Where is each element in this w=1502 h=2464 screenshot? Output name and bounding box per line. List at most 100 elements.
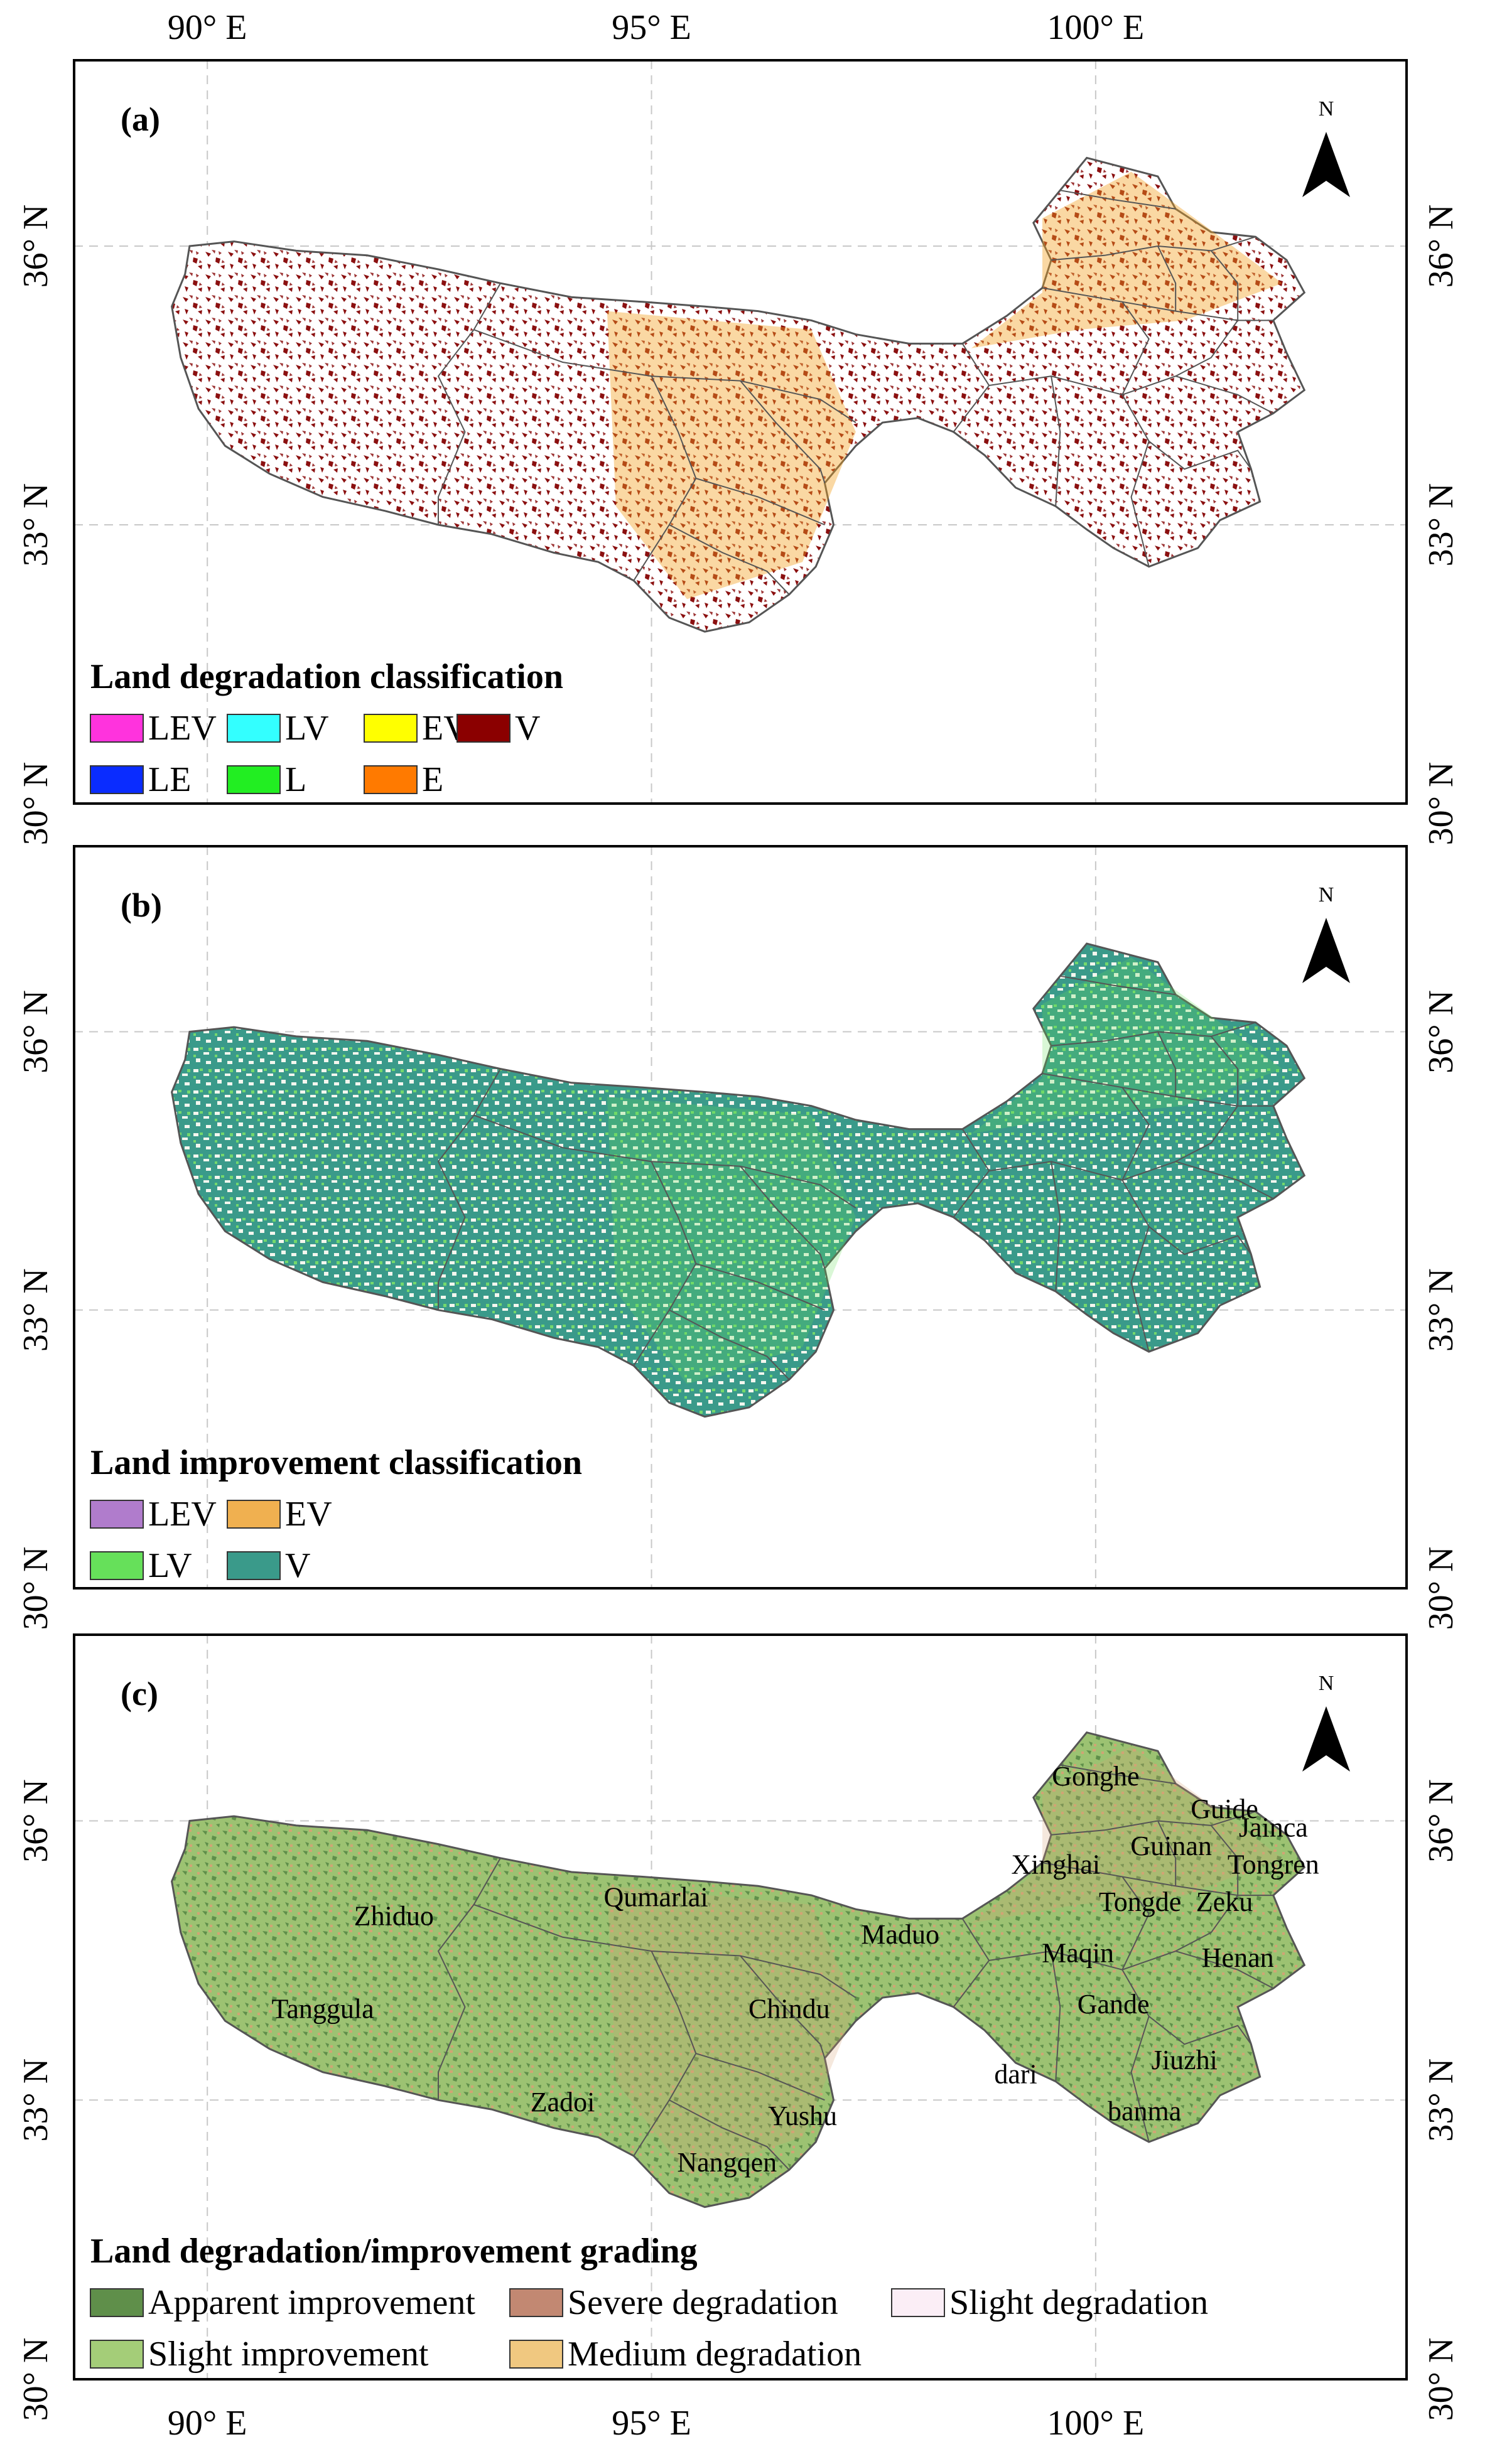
legend-title: Land improvement classification [90,1443,582,1482]
county-border [696,1262,825,1311]
legend-label: V [515,709,540,748]
county-border [473,1114,856,1209]
legend-label: V [285,1546,310,1585]
latitude-label-left: 36° N [16,205,55,288]
place-label: Tongren [1228,1849,1319,1880]
map-panel-a: 36° N 36° N 33° N 33° N 30° N 30° N (a) N Land d… [16,59,1461,845]
legend-item: V [227,1546,310,1585]
longitude-label-top: 90° E [168,8,247,47]
county-border [1121,394,1252,470]
latitude-label-left: 33° N [16,1268,55,1352]
study-region [171,156,1306,633]
legend-label: EV [285,1495,332,1534]
legend-label: LEV [148,709,217,748]
county-border [1051,376,1061,507]
latitude-label-left: 30° N [16,2338,55,2421]
county-border [1121,301,1150,395]
legend-swatch [90,765,144,794]
longitude-label-top: 95° E [612,8,691,47]
legend-label: LE [148,760,191,799]
secondary-class-area [607,957,1282,1384]
legend-label: Severe degradation [568,2283,838,2322]
place-label: Zadoi [531,2087,595,2117]
legend-swatch [227,1551,281,1580]
north-arrow-label: N [1319,97,1334,121]
county-border [1211,1036,1239,1106]
place-label: Chindu [748,1994,830,2025]
legend-label: LV [148,1546,192,1585]
longitude-label-bottom: 95° E [612,2404,691,2443]
secondary-zone [971,1746,1282,1923]
map-frame [73,845,1408,1590]
county-border [988,1161,1274,1200]
legend-item: Apparent improvement [90,2283,475,2322]
legend-swatch [891,2288,945,2317]
county-border [740,1166,826,1269]
county-border [1130,441,1150,567]
legend-label: Medium degradation [568,2335,862,2374]
latitude-label-right: 30° N [1422,1547,1461,1630]
county-border [740,1955,826,2058]
legend-swatch [90,2288,144,2317]
legend-label: Slight degradation [949,2283,1208,2322]
county-border [1157,245,1177,311]
legend-swatch [90,1500,144,1529]
north-arrow-icon [1326,1706,1350,1772]
legend-item: Severe degradation [509,2283,838,2322]
place-label: Zhiduo [354,1900,434,1931]
place-label: Nangqen [677,2147,777,2178]
legend-label: L [285,760,306,799]
place-label: banma [1108,2096,1181,2127]
latitude-label-left: 36° N [16,990,55,1073]
county-border [1130,2016,1150,2143]
north-arrow-icon [1302,1706,1326,1772]
latitude-label-left: 30° N [16,1547,55,1630]
secondary-class-area [607,171,1282,600]
panel-tag: (b) [121,886,162,924]
latitude-label-right: 33° N [1422,483,1461,567]
legend-swatch [227,765,281,794]
county-border [1060,1764,1176,1785]
legend-title: Land degradation classification [90,657,563,696]
county-border [1211,1825,1239,1896]
legend-swatch [90,714,144,743]
study-region [171,1731,1306,2208]
legend-item: Slight degradation [891,2283,1208,2322]
county-border [1175,320,1239,377]
county-border [669,1309,790,1380]
place-label: Zeku [1196,1886,1253,1917]
longitude-label-top: 100° E [1047,8,1145,47]
county-border [696,2053,825,2101]
place-label: Maqin [1042,1938,1114,1969]
place-label: Guinan [1130,1831,1212,1861]
latitude-label-right: 36° N [1422,1779,1461,1863]
secondary-zone [607,1096,856,1384]
legend-item: LEV [90,709,217,748]
map-panel-c: 36° N 36° N 33° N 33° N 30° N 30° N (c) N Land d… [16,1633,1461,2421]
county-border [1060,975,1176,996]
north-arrow-icon [1302,132,1326,197]
county-border [740,380,826,483]
county-border [1121,1876,1150,1971]
county-border [1060,190,1176,210]
place-label: Qumarlai [604,1882,708,1913]
latitude-label-right: 30° N [1422,2338,1461,2421]
map-frame [73,1633,1408,2381]
legend-item: Medium degradation [509,2335,862,2374]
place-label: Yushu [768,2101,837,2131]
study-region [171,942,1306,1418]
county-border [473,329,856,424]
place-label: Tongde [1099,1886,1181,1917]
county-border [669,2099,790,2171]
legend-label: Apparent improvement [148,2283,475,2322]
longitude-label-bottom: 90° E [168,2404,247,2443]
place-label: Henan [1202,1942,1274,1973]
legend-swatch [90,1551,144,1580]
north-arrow-icon [1326,918,1350,983]
county-border [1121,1180,1252,1256]
legend-label: LV [285,709,329,748]
map-panel-b: 36° N 36° N 33° N 33° N 30° N 30° N (b) N Land i… [16,845,1461,1630]
county-border [1130,1226,1150,1352]
latitude-label-left: 33° N [16,483,55,567]
